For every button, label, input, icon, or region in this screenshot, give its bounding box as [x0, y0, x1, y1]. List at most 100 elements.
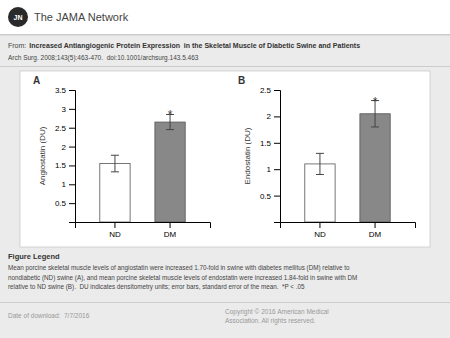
header-divider	[0, 34, 450, 36]
y-tick-label: 1	[267, 165, 272, 174]
y-tick: 1.5	[260, 139, 280, 148]
chart-box	[20, 71, 430, 247]
bar	[360, 114, 390, 222]
error-bar-line	[114, 155, 115, 172]
footer-right-line: Association. All rights reserved.	[225, 317, 316, 325]
x-tick-mark	[114, 222, 115, 228]
x-tick-label: DM	[369, 230, 382, 239]
plot-area	[305, 101, 390, 222]
y-tick-mark	[274, 90, 280, 91]
x-tick-mark	[319, 222, 320, 228]
footer-right: Copyright © 2016 American MedicalAssocia…	[225, 308, 329, 325]
logo-text: JN	[14, 14, 23, 21]
error-bar-cap	[371, 126, 379, 127]
citation: Arch Surg. 2008;143(5):463-470. doi:10.1…	[8, 54, 199, 62]
y-tick-mark	[69, 203, 75, 204]
y-tick-label: 2	[267, 112, 272, 121]
figure-legend-title: Figure Legend	[8, 252, 60, 261]
x-tick: DM	[164, 222, 177, 239]
y-tick: 2.5	[55, 124, 75, 133]
figure-legend-text: Mean porcine skeletal muscle levels of a…	[8, 264, 357, 291]
background	[0, 0, 450, 338]
y-tick-mark	[69, 90, 75, 91]
y-tick: 2	[267, 112, 280, 121]
y-axis: 0.5 1 1.5 2 2.5 3 3.5	[55, 86, 76, 222]
x-tick-label: ND	[314, 230, 326, 239]
x-tick-mark	[170, 222, 171, 228]
footer-right-line: Copyright © 2016 American Medical	[225, 308, 329, 316]
error-bar-cap	[166, 129, 174, 130]
footer-divider	[0, 302, 450, 303]
y-tick-mark	[69, 109, 75, 110]
x-tick: DM	[369, 222, 382, 239]
x-tick-mark	[375, 222, 376, 228]
annotation: *	[168, 108, 173, 122]
bar	[100, 164, 130, 222]
y-tick: 1.5	[55, 161, 75, 170]
y-tick: 2	[62, 143, 75, 152]
error-bar-cap	[111, 171, 119, 172]
x-tick-label: DM	[164, 230, 177, 239]
x-axis-line	[76, 223, 211, 229]
y-tick-mark	[69, 165, 75, 166]
figure-legend-line: relative to ND swine (B). DU indicates d…	[8, 283, 305, 291]
panel-label: A	[33, 75, 40, 86]
annotation: *	[373, 95, 378, 109]
x-axis: ND DM	[76, 222, 211, 239]
y-tick-label: 1.5	[260, 139, 272, 148]
y-tick-mark	[69, 147, 75, 148]
title: Increased Antiangiogenic Protein Express…	[29, 42, 360, 50]
from-label: From:	[8, 42, 26, 49]
section-divider	[0, 66, 450, 67]
y-tick: 0.5	[260, 192, 280, 201]
error-bar-cap	[111, 155, 119, 156]
y-tick-label: 3	[62, 105, 67, 114]
y-tick-label: 3.5	[55, 86, 67, 95]
panel: ND DM 0.5 1 1.5 2 2.5 3 3.5 Angiostatin (DU) A *	[33, 75, 211, 239]
y-tick-label: 1.5	[55, 161, 67, 170]
y-axis-line	[274, 91, 281, 223]
y-axis-line	[69, 91, 76, 223]
header-bg	[0, 0, 450, 34]
y-tick-label: 2.5	[260, 86, 272, 95]
y-tick-mark	[274, 116, 280, 117]
page: JN The JAMA Network From:Increased Antiang…	[0, 0, 450, 338]
y-tick-label: 2.5	[55, 124, 67, 133]
logo-circle	[8, 7, 28, 27]
y-tick-mark	[274, 196, 280, 197]
plot-area	[100, 115, 185, 222]
y-tick: 1	[62, 180, 75, 189]
y-tick-mark	[274, 143, 280, 144]
x-axis-line	[281, 223, 416, 229]
y-axis-title: Angiostatin (DU)	[38, 126, 47, 185]
footer-left: Date of download: 7/7/2016	[8, 312, 90, 319]
y-axis: 0.5 1 1.5 2 2.5	[260, 86, 281, 222]
y-tick-label: 0.5	[260, 192, 272, 201]
x-tick: ND	[109, 222, 121, 239]
y-tick: 1	[267, 165, 280, 174]
figure-legend-line: Mean porcine skeletal muscle levels of a…	[8, 264, 350, 272]
y-tick-label: 1	[62, 180, 67, 189]
x-tick-label: ND	[109, 230, 121, 239]
y-tick-label: 2	[62, 143, 67, 152]
header-text: The JAMA Network	[34, 11, 129, 23]
error-bar-cap	[316, 174, 324, 175]
y-tick-mark	[274, 169, 280, 170]
y-tick-mark	[69, 184, 75, 185]
error-bar-cap	[316, 153, 324, 154]
y-tick: 3.5	[55, 86, 75, 95]
bar	[155, 122, 185, 222]
y-axis-title: Endostatin (DU)	[243, 127, 252, 184]
y-tick-label: 0.5	[55, 199, 67, 208]
y-tick: 3	[62, 105, 75, 114]
panel: ND DM 0.5 1 1.5 2 2.5 Endostatin (DU) B *	[238, 75, 416, 239]
x-tick: ND	[314, 222, 326, 239]
x-axis: ND DM	[281, 222, 416, 239]
error-bar-line	[319, 153, 320, 174]
y-tick: 0.5	[55, 199, 75, 208]
error-bar	[111, 155, 119, 172]
y-tick: 2.5	[260, 86, 280, 95]
panel-label: B	[238, 75, 245, 86]
y-tick-mark	[69, 128, 75, 129]
figure-legend-line: nondiabetic (ND) swine (A), and mean por…	[8, 274, 357, 282]
